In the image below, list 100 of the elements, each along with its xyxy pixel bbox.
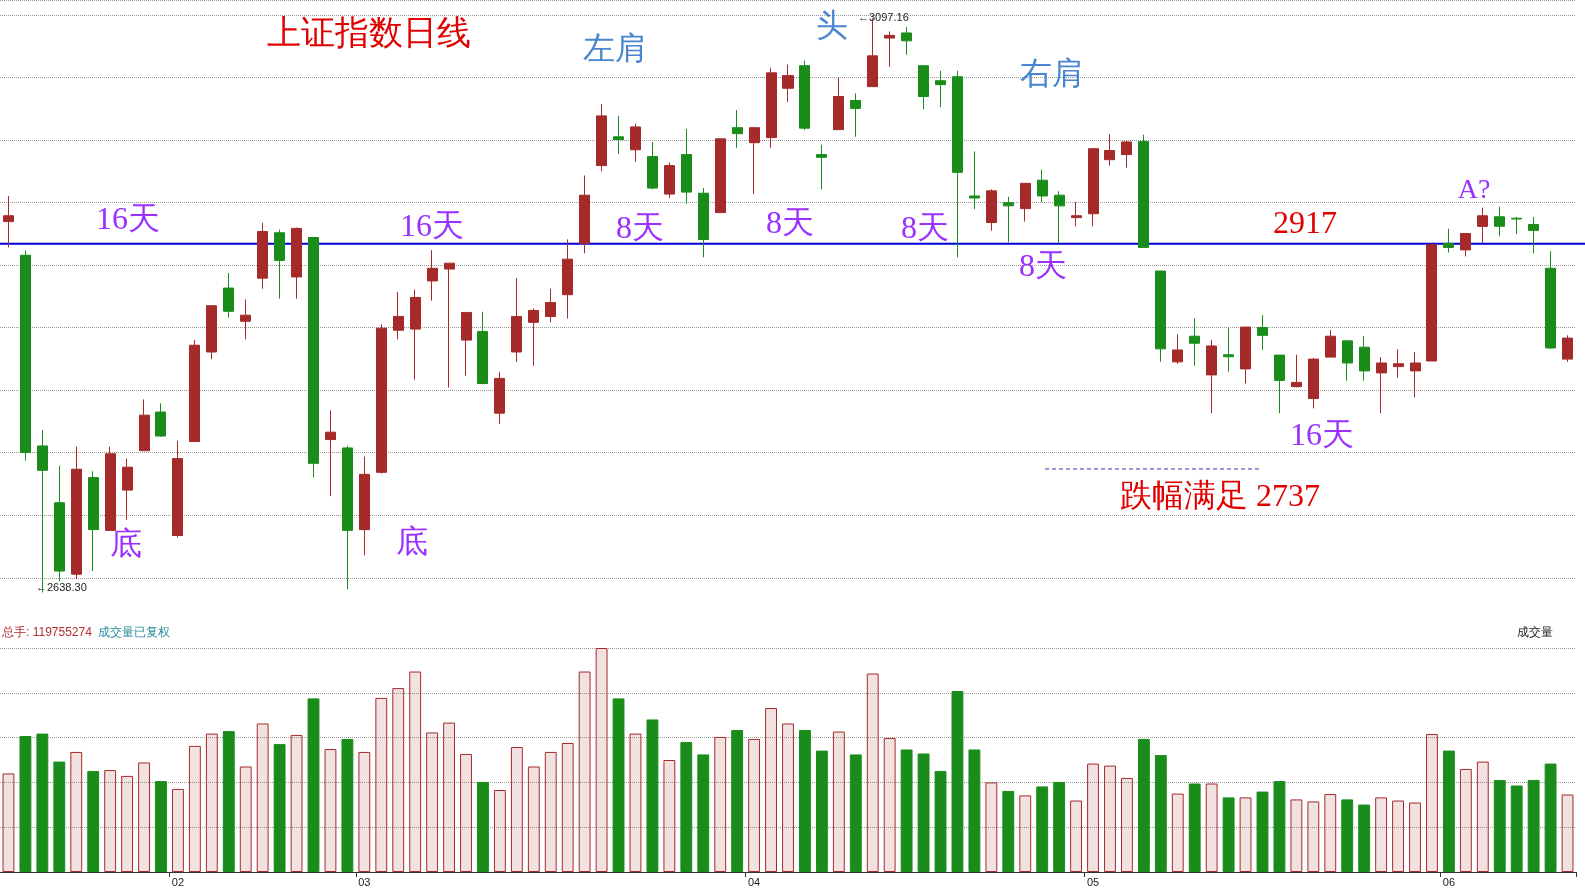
bar [138,762,150,872]
bar [121,775,134,872]
candlestick [1342,340,1353,382]
candlestick [833,77,844,131]
candlestick [1393,348,1404,379]
bar [307,698,320,872]
candlestick [986,188,997,232]
candlestick [1088,148,1099,227]
bar [1053,781,1066,872]
candlestick [1223,327,1234,373]
bar [1171,793,1184,872]
bar [1307,801,1320,872]
bar [544,751,557,872]
bar [1493,779,1506,872]
bar [985,782,998,872]
candlestick [1325,329,1336,358]
candlestick [3,195,14,248]
candlestick [1426,242,1437,362]
bar [1256,791,1269,872]
text: 总手: 119755274 [1,625,93,639]
bar [1527,779,1540,872]
bar [731,729,744,872]
bar [1375,797,1388,872]
bar [1409,802,1421,872]
bar [36,733,49,872]
bar [866,673,879,872]
bar [19,736,32,872]
candlestick [749,127,760,195]
bar [1239,797,1252,872]
candlestick [1257,314,1268,351]
annotation: 16天 [1290,416,1354,452]
bar [341,738,354,872]
bar [409,671,422,872]
candlestick [325,409,336,497]
bar [1087,763,1099,872]
candlestick [223,272,234,319]
bar [87,770,100,872]
bar [1188,783,1201,872]
bar [1137,738,1150,872]
candlestick [189,339,200,443]
bar [1070,800,1083,872]
bar [358,751,371,872]
x-tick-label: 06 [1442,875,1456,888]
candlestick [782,64,794,103]
candlestick [579,174,590,254]
candlestick [1104,133,1115,167]
candlestick [1477,207,1488,244]
bar [595,648,608,872]
bar [561,742,574,872]
bar [629,733,642,872]
bar [951,691,964,872]
bar [799,729,811,872]
bar [748,738,761,872]
bar [443,722,456,872]
candlestick [630,123,641,163]
annotation: 底 [110,525,142,561]
candlestick [342,445,353,590]
bar [70,751,83,872]
bar [188,745,201,872]
bar [900,749,913,872]
candlestick [155,402,166,438]
candlestick [1206,339,1217,414]
annotation: 16天 [400,207,464,243]
candlestick [545,288,556,323]
candlestick [596,103,607,172]
ref-line-label: 2917 [1273,203,1337,240]
candlestick [206,305,217,360]
bar [934,770,947,872]
bar [1476,761,1489,872]
candlestick [1037,169,1048,203]
candlestick [274,229,285,300]
candlestick [1189,317,1200,367]
candlestick [1359,335,1370,382]
bar [375,697,388,872]
candlestick [1308,357,1319,409]
bar [849,754,862,872]
candlestick [359,456,370,556]
candlestick [1443,228,1454,254]
annotation: 8天 [1019,247,1067,283]
bar [273,744,286,872]
x-tick-label: 05 [1086,875,1100,888]
candlestick [816,144,827,190]
candlestick [969,150,980,210]
annotation: 右肩 [1020,55,1084,91]
candlestick [494,371,505,425]
bar [510,747,523,872]
bar [714,736,727,872]
bar [1019,795,1032,872]
candlestick [1291,354,1302,389]
annotation: 8天 [766,204,814,240]
candlestick [410,289,421,381]
candlestick [1003,196,1014,243]
bar [697,754,710,872]
bar [104,770,117,872]
bar [460,753,472,872]
bar [765,708,777,872]
candlestick [172,440,183,539]
text: 成交量 [1517,625,1553,639]
candlestick [664,161,675,199]
candlestick [139,398,150,452]
